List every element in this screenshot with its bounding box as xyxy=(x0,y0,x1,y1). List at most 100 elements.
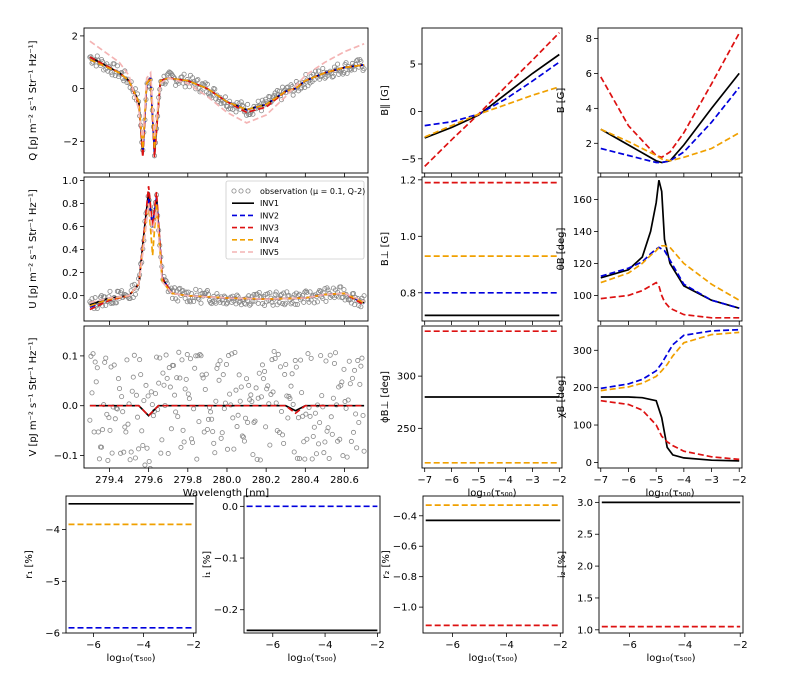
observation-point xyxy=(128,449,134,455)
observation-point xyxy=(94,305,100,311)
observation-point xyxy=(233,387,239,393)
x-tick-label: −6 xyxy=(445,640,460,651)
series-line-inv1 xyxy=(600,72,740,164)
observation-point xyxy=(262,368,268,374)
observation-point xyxy=(200,375,206,381)
observation-point xyxy=(348,67,354,73)
observation-point xyxy=(318,353,324,359)
observation-point xyxy=(344,70,350,76)
observation-point xyxy=(357,381,363,387)
y-tick-label: 0 xyxy=(72,84,78,95)
observation-point xyxy=(138,372,144,378)
observation-point xyxy=(100,427,106,433)
observation-point xyxy=(240,434,246,440)
observation-point xyxy=(350,429,356,435)
axes-frame xyxy=(597,176,743,322)
axes-frame xyxy=(421,325,563,469)
y-tick-label: 0.8 xyxy=(400,288,416,299)
observation-point xyxy=(332,350,338,356)
legend-label: INV3 xyxy=(260,224,279,233)
observation-point xyxy=(255,300,261,306)
x-tick-label: −6 xyxy=(86,640,101,651)
observation-point xyxy=(167,288,173,294)
x-tick-label: 280.0 xyxy=(213,475,242,486)
series-line-inv4 xyxy=(600,331,740,392)
series-line-inv3 xyxy=(89,404,365,417)
observation-point xyxy=(195,77,201,83)
observation-point xyxy=(297,456,303,462)
observation-point xyxy=(186,396,192,402)
observation-point xyxy=(121,449,127,455)
observation-point xyxy=(358,304,364,310)
panel-Q: 2 0 −2 Q [pJ m⁻² s⁻¹ Str⁻¹ Hz⁻¹] xyxy=(28,27,369,177)
y-tick-label: 120 xyxy=(573,259,592,270)
observation-point xyxy=(358,363,364,369)
observation-point xyxy=(179,357,185,363)
observation-point xyxy=(163,352,169,358)
observation-point xyxy=(312,410,318,416)
observation-point xyxy=(148,389,154,395)
observation-point xyxy=(127,457,133,463)
observation-point xyxy=(254,456,260,462)
x-tick-label: 280.2 xyxy=(252,475,281,486)
observation-point xyxy=(196,296,202,302)
observation-point xyxy=(114,406,120,412)
observation-point xyxy=(159,437,165,443)
y-tick-label: −0.6 xyxy=(393,542,417,553)
y-tick-label: 0.6 xyxy=(62,222,78,233)
observation-point xyxy=(187,356,193,362)
observation-point xyxy=(236,372,242,378)
observation-point xyxy=(251,419,257,425)
observation-point xyxy=(176,349,182,355)
observation-point xyxy=(153,391,159,397)
y-tick-label: 1.5 xyxy=(577,593,593,604)
y-tick-label: 0.1 xyxy=(62,351,78,362)
observation-point xyxy=(114,63,120,69)
observation-point xyxy=(322,286,328,292)
observation-point xyxy=(103,355,109,361)
y-axis-label: B∥ [G] xyxy=(380,85,391,116)
observation-point xyxy=(303,411,309,417)
observation-point xyxy=(349,60,355,66)
observation-point xyxy=(262,302,268,308)
y-tick-label: 1.0 xyxy=(62,176,78,187)
observation-point xyxy=(352,67,358,73)
observation-point xyxy=(164,375,170,381)
observation-point xyxy=(324,428,330,434)
observation-point xyxy=(220,372,226,378)
observation-point xyxy=(323,298,329,304)
observation-point xyxy=(95,429,101,435)
observation-point xyxy=(234,292,240,298)
observation-point xyxy=(244,376,250,382)
panel-r2: −0.4 −0.6 −0.8 −1.0 r₂ [%] −6 −4 −2 log₁₀(τ₅₀₀) xyxy=(381,495,568,664)
observation-point xyxy=(298,86,304,92)
observation-point xyxy=(197,89,203,95)
y-axis-label: V [pJ m⁻² s⁻¹ Str⁻¹ Hz⁻¹] xyxy=(28,337,39,456)
observation-point xyxy=(359,355,365,361)
y-axis-label: ϕB⊥ [deg] xyxy=(380,371,391,423)
observation-point xyxy=(198,300,204,306)
series-line-inv1 xyxy=(424,53,560,139)
observation-point xyxy=(218,101,224,107)
observation-point xyxy=(290,92,296,98)
observation-point xyxy=(325,287,331,293)
observation-point xyxy=(294,455,300,461)
observation-point xyxy=(175,298,181,304)
observation-point xyxy=(96,456,102,462)
observation-point xyxy=(205,416,211,422)
observation-point xyxy=(173,409,179,415)
observation-point xyxy=(317,76,323,82)
observation-point xyxy=(321,450,327,456)
y-tick-label: 3.0 xyxy=(577,498,593,509)
observation-point xyxy=(327,352,333,358)
y-tick-label: 6 xyxy=(586,69,592,80)
observation-point xyxy=(222,94,228,100)
x-tick-label: −6 xyxy=(444,475,459,486)
legend-marker xyxy=(231,188,237,194)
observation-point xyxy=(210,429,216,435)
observation-point xyxy=(340,453,346,459)
observation-point xyxy=(193,286,199,292)
x-tick-label: −2 xyxy=(186,640,201,651)
observation-point xyxy=(317,420,323,426)
